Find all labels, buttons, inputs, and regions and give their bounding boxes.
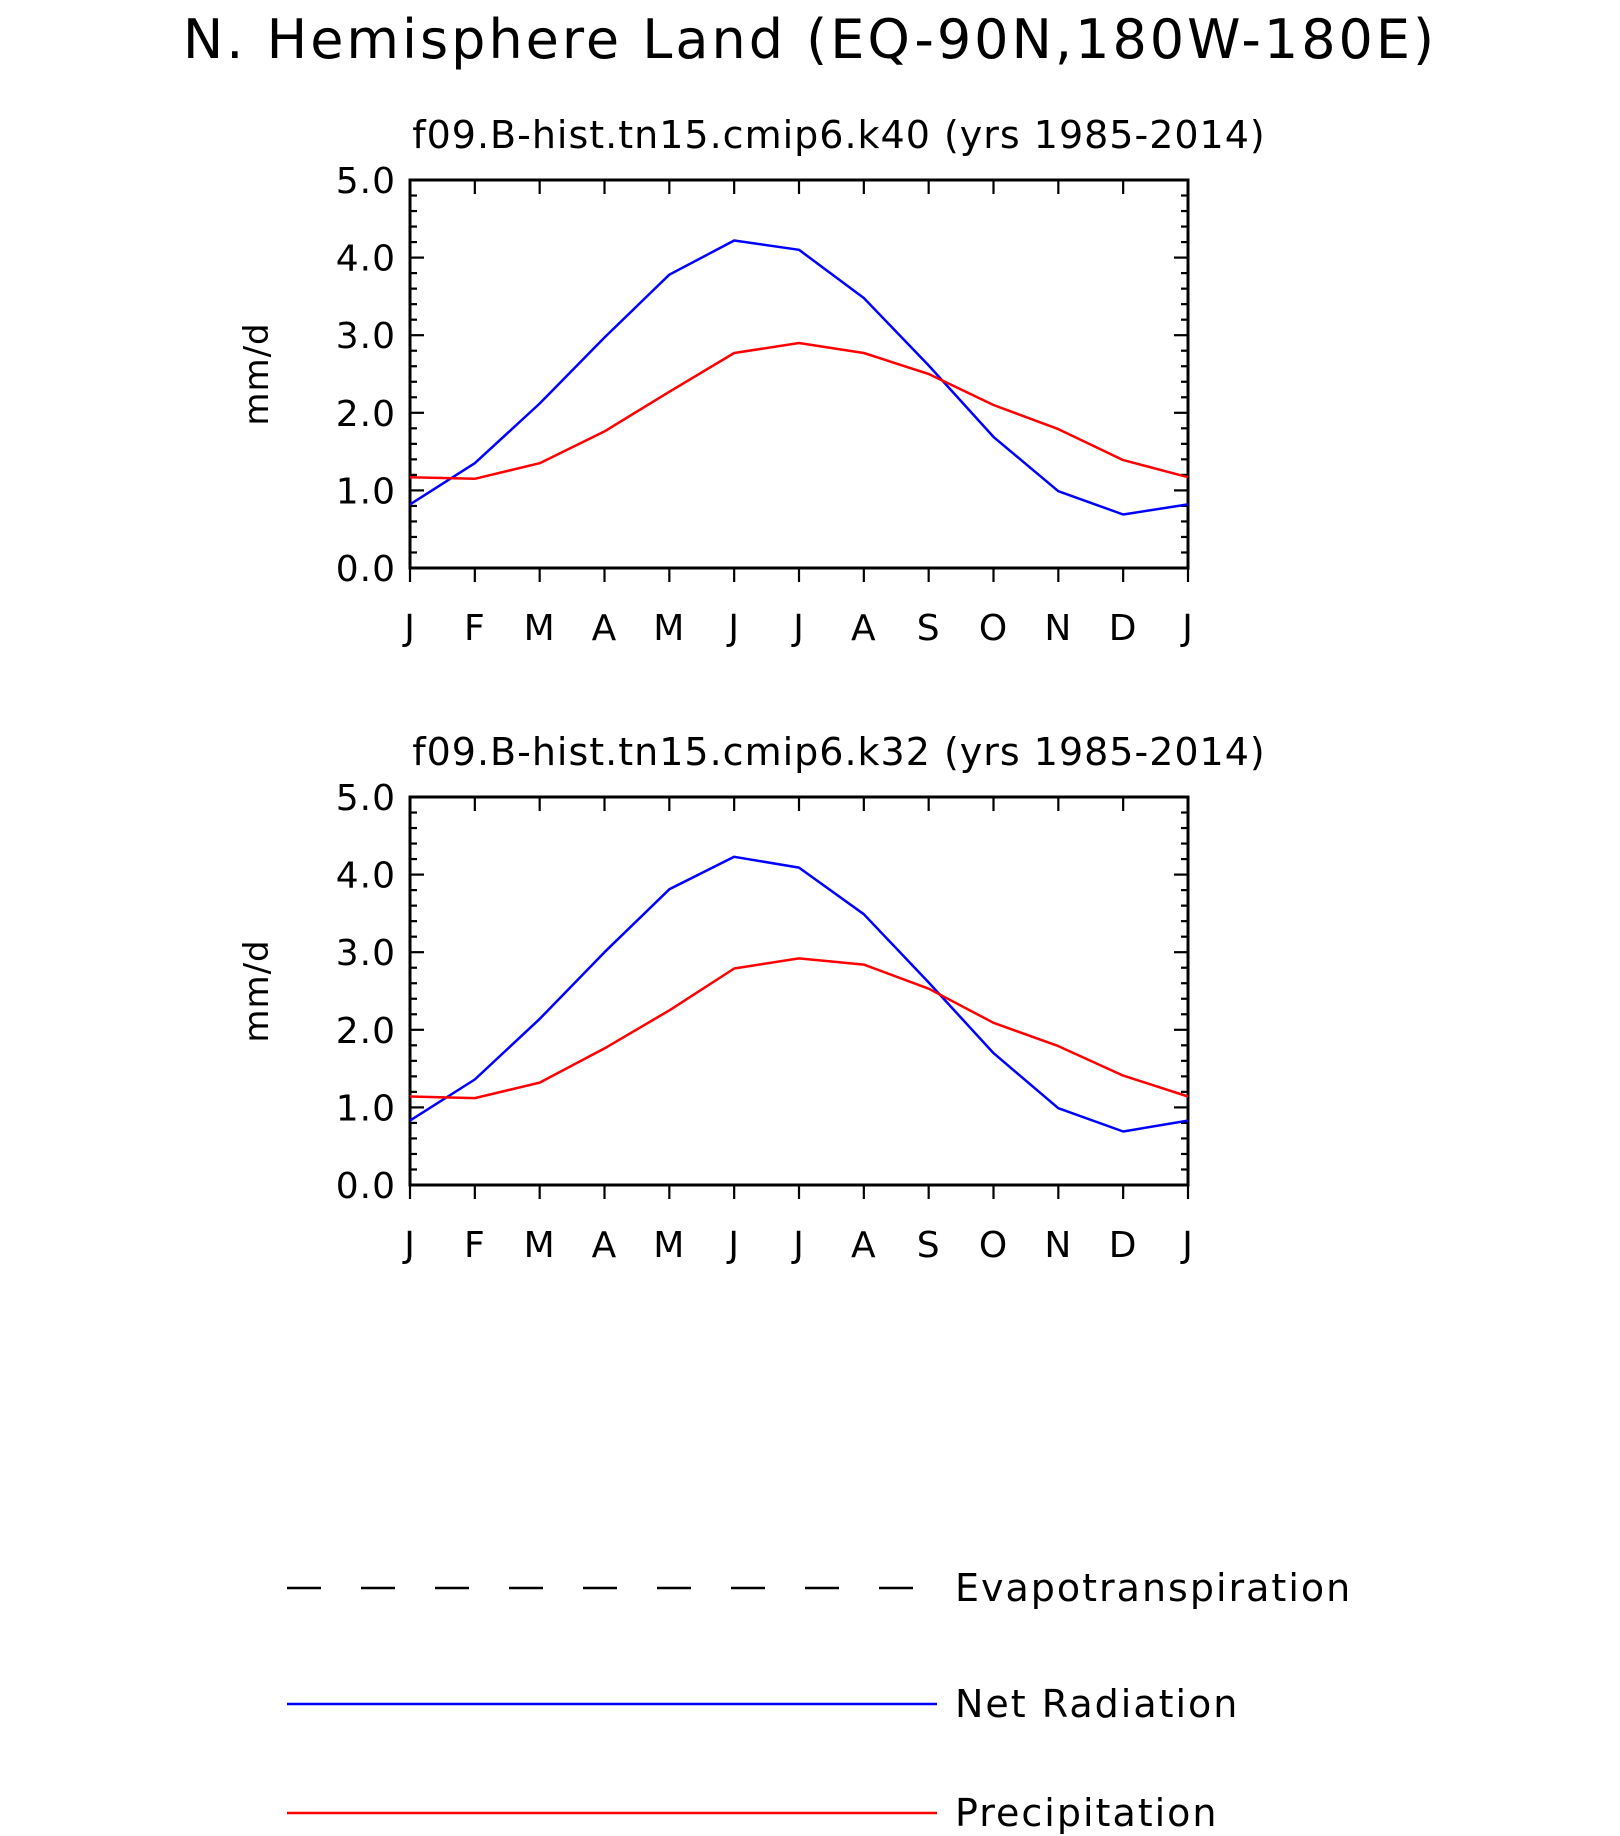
- legend-label: Evapotranspiration: [955, 1566, 1352, 1610]
- series-line-net-radiation: [409, 239, 1189, 516]
- series-line-precipitation: [409, 957, 1189, 1100]
- legend-item-precipitation: Precipitation: [287, 1791, 1219, 1835]
- x-tick-label: N: [1044, 608, 1072, 649]
- panel-title: f09.B-hist.tn15.cmip6.k40 (yrs 1985-2014…: [412, 113, 1265, 157]
- x-tick-label: O: [979, 608, 1008, 649]
- x-tick-label: J: [791, 1225, 805, 1266]
- x-tick-label: F: [464, 608, 486, 649]
- x-tick-label: J: [1180, 1225, 1194, 1266]
- legend: Evapotranspiration Net Radiation Precipita…: [287, 1566, 1352, 1835]
- x-tick-label: S: [917, 1225, 941, 1266]
- x-tick-label: M: [524, 608, 556, 649]
- x-tick-label: J: [402, 608, 416, 649]
- x-tick-label: J: [1180, 608, 1194, 649]
- y-axis-label: mm/d: [237, 939, 277, 1042]
- x-tick-label: D: [1109, 608, 1138, 649]
- x-tick-label: A: [851, 1225, 877, 1266]
- x-tick-label: M: [653, 608, 685, 649]
- x-tick-label: J: [726, 608, 740, 649]
- x-tick-label: A: [592, 1225, 618, 1266]
- legend-item-net-radiation: Net Radiation: [287, 1682, 1239, 1726]
- legend-label: Net Radiation: [955, 1682, 1239, 1726]
- plot-frame: [408, 795, 1190, 1187]
- x-tick-label: S: [917, 608, 941, 649]
- y-tick-label: 1.0: [336, 1088, 396, 1129]
- series-line-net-radiation: [409, 855, 1189, 1133]
- x-tick-label: J: [402, 1225, 416, 1266]
- x-tick-label: N: [1044, 1225, 1072, 1266]
- y-tick-label: 4.0: [336, 239, 396, 280]
- y-tick-label: 0.0: [336, 549, 396, 590]
- y-tick-label: 5.0: [336, 778, 396, 819]
- y-tick-label: 4.0: [336, 856, 396, 897]
- y-tick-label: 1.0: [336, 471, 396, 512]
- y-tick-label: 2.0: [336, 1011, 396, 1052]
- legend-label: Precipitation: [955, 1791, 1219, 1835]
- legend-item-evapotranspiration: Evapotranspiration: [287, 1566, 1352, 1610]
- chart-panels: f09.B-hist.tn15.cmip6.k40 (yrs 1985-2014…: [237, 113, 1265, 1266]
- y-tick-label: 5.0: [336, 161, 396, 202]
- figure-title: N. Hemisphere Land (EQ-90N,180W-180E): [183, 8, 1437, 71]
- chart-panel-1: f09.B-hist.tn15.cmip6.k40 (yrs 1985-2014…: [237, 113, 1265, 649]
- chart-panel-2: f09.B-hist.tn15.cmip6.k32 (yrs 1985-2014…: [237, 730, 1265, 1266]
- x-tick-label: J: [726, 1225, 740, 1266]
- y-axis-label: mm/d: [237, 322, 277, 425]
- x-tick-label: O: [979, 1225, 1008, 1266]
- x-tick-label: D: [1109, 1225, 1138, 1266]
- x-tick-label: M: [653, 1225, 685, 1266]
- x-tick-label: M: [524, 1225, 556, 1266]
- panel-title: f09.B-hist.tn15.cmip6.k32 (yrs 1985-2014…: [412, 730, 1265, 774]
- y-tick-label: 0.0: [336, 1166, 396, 1207]
- y-tick-label: 2.0: [336, 394, 396, 435]
- plot-frame: [408, 178, 1190, 570]
- y-tick-label: 3.0: [336, 316, 396, 357]
- x-tick-label: A: [592, 608, 618, 649]
- x-tick-label: J: [791, 608, 805, 649]
- series-line-precipitation: [409, 341, 1189, 481]
- x-tick-label: A: [851, 608, 877, 649]
- y-tick-label: 3.0: [336, 933, 396, 974]
- x-tick-label: F: [464, 1225, 486, 1266]
